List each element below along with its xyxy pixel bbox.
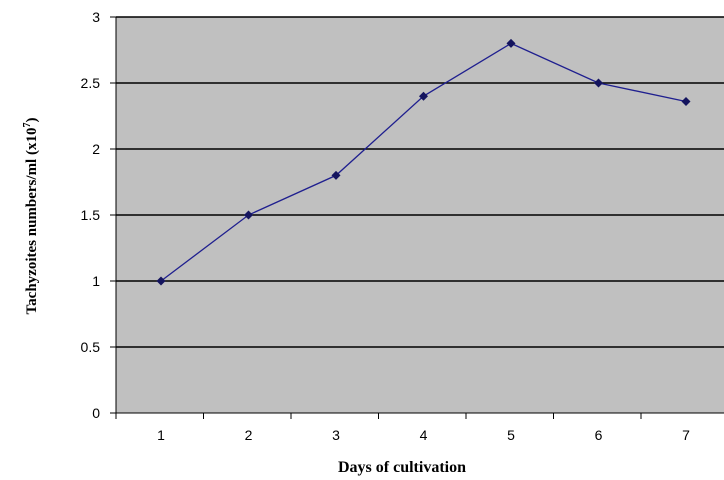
x-tick-label: 2: [245, 427, 253, 443]
y-tick-label: 0.5: [81, 339, 101, 355]
x-axis-title: Days of cultivation: [338, 459, 466, 476]
y-tick-labels: 0 0.5 1 1.5 2 2.5 3: [81, 9, 101, 421]
series-group: [156, 38, 691, 286]
y-axis-title-suffix: ): [24, 118, 40, 123]
data-point: [506, 38, 516, 48]
x-tick-label: 3: [332, 427, 340, 443]
x-tick-label: 5: [507, 427, 515, 443]
data-point: [156, 276, 166, 286]
data-point: [681, 96, 691, 106]
data-point: [594, 78, 603, 88]
x-tick-labels: 1 2 3 4 5 6 7: [157, 427, 690, 443]
y-axis-title: Tachyzoites numbers/ml (x107): [22, 118, 40, 315]
gridlines: [116, 16, 724, 348]
data-point: [331, 170, 341, 180]
y-tick-label: 2.5: [81, 75, 101, 91]
x-tick-label: 7: [682, 427, 690, 443]
y-tick-label: 1: [92, 273, 100, 289]
x-tick-label: 1: [157, 427, 165, 443]
y-tick-label: 1.5: [81, 207, 101, 223]
y-tick-label: 2: [92, 141, 100, 157]
y-tick-label: 3: [92, 9, 100, 25]
data-point: [419, 91, 428, 101]
axes: [110, 16, 724, 419]
x-tick-label: 6: [595, 427, 603, 443]
x-tick-label: 4: [420, 427, 428, 443]
data-point: [244, 210, 253, 220]
y-tick-label: 0: [92, 405, 100, 421]
y-axis-title-main: Tachyzoites numbers/ml (x10: [24, 128, 40, 315]
y-axis-title-superscript: 7: [22, 123, 33, 128]
